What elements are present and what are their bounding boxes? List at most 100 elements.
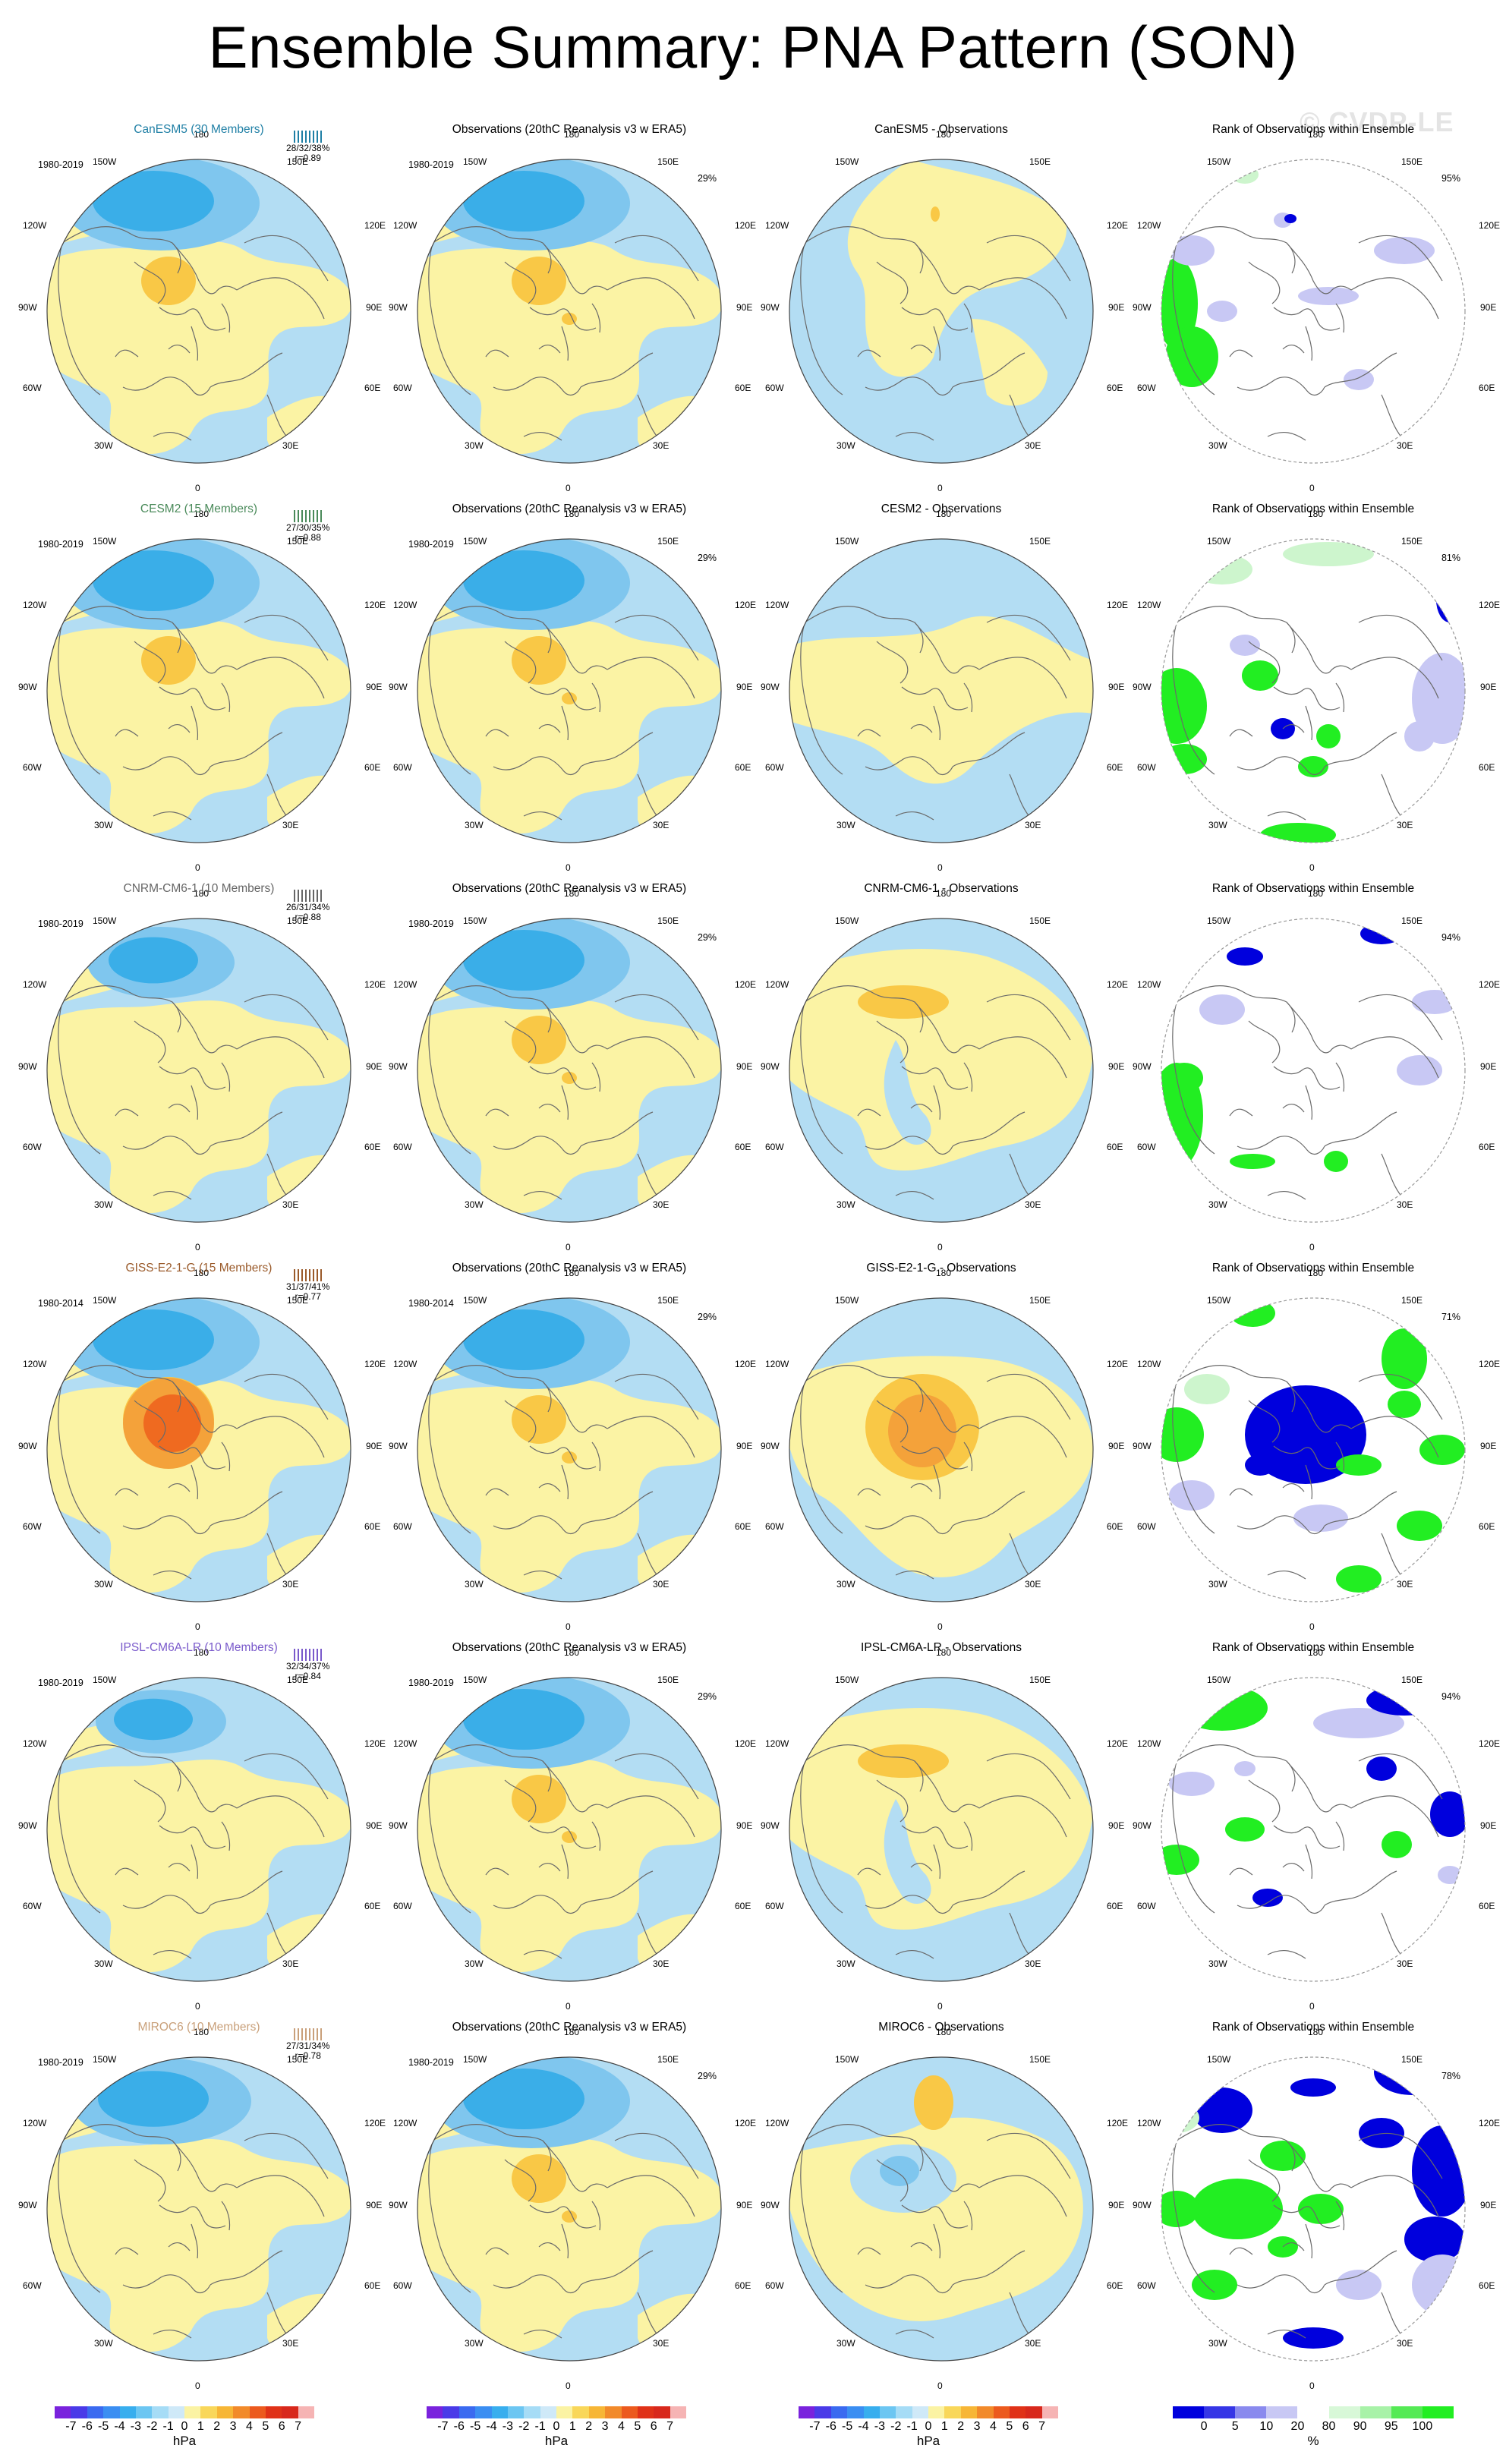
stats-tick bbox=[294, 510, 296, 522]
rank-pct: 95% bbox=[1441, 173, 1460, 184]
diff-panel: 180 0 150W 150E 120W 120E 90W 90E 60W 60E 30W 30E CN… bbox=[759, 882, 1128, 1252]
lon-label-bl: 30W bbox=[1208, 440, 1227, 451]
lon-label-bl: 30W bbox=[836, 2338, 855, 2349]
lon-label-ur: 150E bbox=[657, 156, 679, 167]
model-stats: 26/31/34% r=0.88 bbox=[286, 890, 329, 922]
diff-title: CESM2 - Observations bbox=[881, 503, 1002, 515]
obs-pct: 29% bbox=[697, 2071, 717, 2081]
lon-label-top: 180 bbox=[194, 129, 210, 140]
stats-ticks bbox=[286, 1269, 329, 1281]
model-stats: 27/31/34% r=0.78 bbox=[286, 2028, 329, 2061]
colorbar-box bbox=[654, 2406, 670, 2418]
lon-label-ur: 150E bbox=[1401, 1675, 1423, 1685]
model-period: 1980-2019 bbox=[38, 539, 83, 550]
colorbar-tick-label: 4 bbox=[990, 2420, 997, 2433]
stats-r: r=0.84 bbox=[295, 1671, 321, 1681]
rank-map bbox=[1161, 1677, 1466, 1982]
lon-label-l: 90W bbox=[389, 1061, 408, 1072]
stats-pct: 27/31/34% bbox=[286, 2040, 330, 2051]
lon-label-bottom: 0 bbox=[937, 2001, 943, 2012]
obs-map bbox=[417, 538, 722, 843]
obs-field bbox=[417, 918, 721, 1222]
lon-label-top: 180 bbox=[1308, 1268, 1324, 1278]
stats-tick bbox=[301, 510, 304, 522]
lon-label-ml: 120W bbox=[393, 1738, 417, 1749]
stats-tick bbox=[309, 1649, 311, 1661]
lon-label-lr: 60E bbox=[1107, 2280, 1123, 2291]
lon-label-r: 90E bbox=[1480, 302, 1497, 313]
rank-field bbox=[1161, 1678, 1465, 1981]
rank-title: Rank of Observations within Ensemble bbox=[1211, 123, 1415, 136]
lon-label-l: 90W bbox=[1133, 1820, 1152, 1831]
watermark: © CVDP-LE bbox=[1300, 106, 1454, 137]
lon-label-r: 90E bbox=[736, 302, 753, 313]
obs-pct: 29% bbox=[697, 1312, 717, 1322]
rank-map bbox=[1161, 918, 1466, 1223]
obs-period: 1980-2019 bbox=[408, 918, 454, 929]
lon-label-ll: 60W bbox=[765, 1901, 784, 1911]
lon-label-ml: 120W bbox=[1137, 2118, 1161, 2128]
model-map bbox=[46, 538, 351, 843]
lon-label-ur: 150E bbox=[1401, 915, 1423, 926]
colorbar-box bbox=[928, 2406, 945, 2418]
panel-row: 180 0 150W 150E 120W 120E 90W 90E 60W 60E 30W 30E CE… bbox=[0, 503, 1506, 891]
lon-label-bottom: 0 bbox=[1309, 1242, 1315, 1252]
lon-label-top: 180 bbox=[936, 1647, 952, 1658]
stats-ticks bbox=[286, 131, 329, 143]
colorbar-tick-label: -3 bbox=[502, 2420, 513, 2433]
colorbar-box bbox=[896, 2406, 912, 2418]
lon-label-top: 180 bbox=[1308, 1647, 1324, 1658]
lon-label-lr: 60E bbox=[1107, 762, 1123, 773]
colorbar-unit: hPa bbox=[544, 2434, 569, 2448]
lon-label-mr: 120E bbox=[364, 1359, 386, 1369]
lon-label-mr: 120E bbox=[1107, 600, 1129, 610]
lon-label-r: 90E bbox=[1480, 1820, 1497, 1831]
lon-label-bl: 30W bbox=[465, 1199, 484, 1210]
lon-label-r: 90E bbox=[366, 302, 383, 313]
colorbar-tick-label: 2 bbox=[957, 2420, 965, 2433]
colorbar-tick-label: -6 bbox=[453, 2420, 465, 2433]
lon-label-r: 90E bbox=[1108, 1441, 1125, 1451]
rank-panel: 180 0 150W 150E 120W 120E 90W 90E 60W 60E 30W 30E Ra… bbox=[1131, 2021, 1500, 2391]
panel-row: 180 0 150W 150E 120W 120E 90W 90E 60W 60E 30W 30E GI… bbox=[0, 1262, 1506, 1650]
colorbar-tick-label: 1 bbox=[940, 2420, 948, 2433]
lon-label-bottom: 0 bbox=[195, 1242, 200, 1252]
lon-label-l: 90W bbox=[18, 682, 37, 692]
lon-label-l: 90W bbox=[18, 1820, 37, 1831]
lon-label-ur: 150E bbox=[287, 1675, 309, 1685]
lon-label-br: 30E bbox=[653, 1958, 670, 1969]
colorbar-tick-label: 7 bbox=[1038, 2420, 1046, 2433]
colorbar-boxes bbox=[55, 2406, 314, 2418]
lon-label-bl: 30W bbox=[94, 1199, 113, 1210]
colorbar-rank: 0 5 10 20 80 90 95 100% bbox=[1173, 2406, 1454, 2449]
page-title: Ensemble Summary: PNA Pattern (SON) bbox=[208, 14, 1298, 80]
lon-label-l: 90W bbox=[1133, 2200, 1152, 2210]
lon-label-ll: 60W bbox=[23, 762, 42, 773]
lon-label-br: 30E bbox=[282, 1958, 299, 1969]
lon-label-ul: 150W bbox=[93, 1675, 117, 1685]
lon-label-ur: 150E bbox=[657, 2054, 679, 2065]
stats-r: r=0.77 bbox=[295, 1291, 321, 1302]
stats-tick bbox=[298, 2028, 300, 2040]
colorbar-box bbox=[621, 2406, 638, 2418]
lon-label-ll: 60W bbox=[23, 2280, 42, 2291]
lon-label-l: 90W bbox=[1133, 682, 1152, 692]
lon-label-mr: 120E bbox=[1479, 1359, 1501, 1369]
lon-label-mr: 120E bbox=[364, 979, 386, 990]
model-field bbox=[47, 918, 351, 1222]
lon-label-br: 30E bbox=[653, 440, 670, 451]
stats-tick bbox=[298, 1269, 300, 1281]
stats-tick bbox=[317, 131, 319, 143]
colorbar-tick-label: -7 bbox=[65, 2420, 77, 2433]
lon-label-mr: 120E bbox=[735, 220, 757, 231]
colorbar-box bbox=[847, 2406, 864, 2418]
lon-label-lr: 60E bbox=[735, 383, 751, 393]
panel-row: 180 0 150W 150E 120W 120E 90W 90E 60W 60E 30W 30E CN… bbox=[0, 882, 1506, 1271]
lon-label-ml: 120W bbox=[393, 979, 417, 990]
colorbar-box bbox=[55, 2406, 71, 2418]
lon-label-ul: 150W bbox=[463, 1675, 487, 1685]
colorbar-model: -7 -6 -5 -4 -3 -2 -1 0 1 2 3 4 5 6 7 hPa bbox=[55, 2406, 314, 2449]
colorbar-box bbox=[588, 2406, 606, 2418]
lon-label-br: 30E bbox=[1025, 1579, 1041, 1590]
colorbar-tick-label: 95 bbox=[1384, 2420, 1398, 2433]
